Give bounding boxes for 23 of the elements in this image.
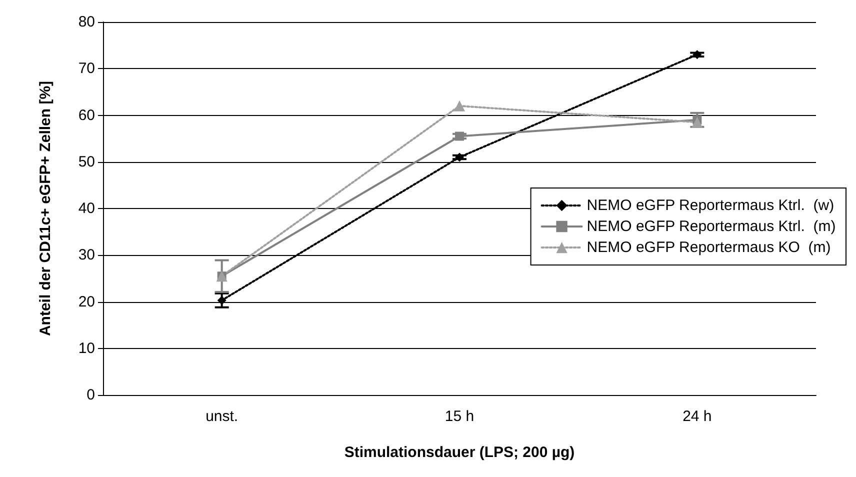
y-axis-title: Anteil der CD11c+ eGFP+ Zellen [%] — [37, 80, 54, 336]
x-tick-label: 24 h — [682, 408, 712, 425]
legend-label: NEMO eGFP Reportermaus KO (m) — [586, 239, 831, 256]
x-axis-title: Stimulationsdauer (LPS; 200 µg) — [344, 444, 575, 461]
y-tick-label: 80 — [78, 14, 95, 30]
point — [454, 100, 465, 112]
point — [692, 50, 702, 60]
y-tick-label: 60 — [78, 106, 95, 124]
y-tick-label: 0 — [86, 386, 95, 404]
y-tick-label: 70 — [78, 60, 95, 78]
legend-label: NEMO eGFP Reportermaus Ktrl. (m) — [586, 218, 836, 235]
point — [455, 152, 464, 162]
point — [217, 296, 226, 305]
legend-label: NEMO eGFP Reportermaus Ktrl. (w) — [586, 197, 834, 214]
y-tick-label: 10 — [78, 340, 95, 357]
y-tick-label: 20 — [78, 293, 95, 310]
y-tick-label: 40 — [78, 200, 95, 217]
point — [455, 132, 464, 141]
point — [692, 116, 703, 128]
y-tick-label: 30 — [78, 246, 95, 264]
x-tick-label: 15 h — [444, 408, 474, 425]
y-tick-label: 50 — [78, 153, 95, 170]
x-tick-label: unst. — [206, 408, 238, 425]
